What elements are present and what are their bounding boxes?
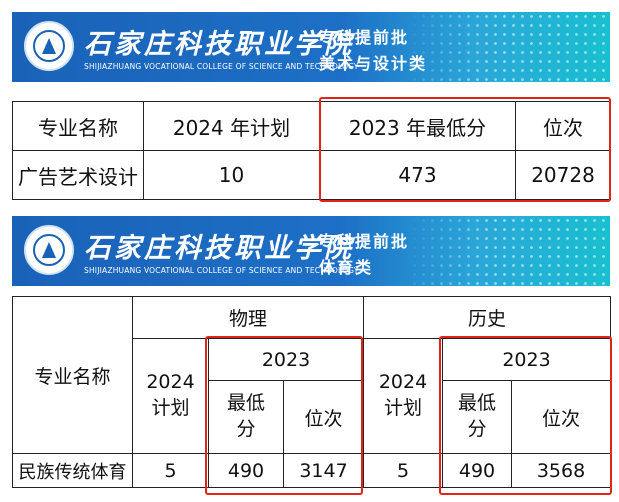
dot-pattern-decoration (410, 216, 610, 286)
header-major-name: 专业名称 (12, 101, 144, 151)
category-label: 美术与设计类 (319, 54, 428, 73)
batch-label: 专科提前批 (319, 28, 410, 47)
school-logo-icon (24, 21, 74, 71)
header-major-name: 专业名称 (12, 296, 133, 454)
header-plan-2024: 2024 年计划 (143, 101, 320, 151)
header-min-score-2023: 2023 年最低分 (319, 101, 516, 151)
cell-plan-2024: 10 (143, 150, 320, 200)
header-history-plan-2024: 2024 计划 (363, 338, 444, 454)
header-physics-min-score: 最低 分 (208, 380, 284, 454)
cell-history-plan-2024: 5 (363, 453, 444, 488)
cell-history-min-score: 490 (442, 453, 513, 488)
cell-rank: 20728 (515, 150, 611, 200)
school-name-cn: 石家庄科技职业学院 (84, 233, 354, 264)
header-history-2023: 2023 (442, 338, 612, 381)
header-history-rank: 位次 (511, 380, 612, 454)
header-physics-2023: 2023 (207, 338, 365, 381)
header-rank: 位次 (515, 101, 611, 151)
dot-pattern-decoration (410, 12, 610, 82)
batch-label: 专科提前批 (319, 232, 410, 251)
cell-major-name: 民族传统体育 (12, 453, 133, 488)
category-label: 体育类 (319, 258, 374, 277)
sports-table: 专业名称 物理 历史 2024 计划 2023 2024 计划 2023 最低 … (12, 296, 612, 488)
table-row: 广告艺术设计 10 473 20728 (12, 150, 611, 200)
school-name-en: SHIJIAZHUANG VOCATIONAL COLLEGE OF SCIEN… (84, 266, 359, 275)
cell-physics-rank: 3147 (282, 453, 365, 488)
header-physics: 物理 (131, 296, 365, 339)
cell-min-score-2023: 473 (319, 150, 516, 200)
banner-sports: 石家庄科技职业学院 SHIJIAZHUANG VOCATIONAL COLLEG… (12, 216, 610, 286)
art-design-table: 专业名称 2024 年计划 2023 年最低分 位次 广告艺术设计 10 473… (12, 101, 611, 200)
cell-physics-plan-2024: 5 (132, 453, 209, 488)
banner-art-design: 石家庄科技职业学院 SHIJIAZHUANG VOCATIONAL COLLEG… (12, 12, 610, 82)
header-history-min-score: 最低 分 (442, 380, 513, 454)
table-header-row: 专业名称 2024 年计划 2023 年最低分 位次 (12, 101, 611, 151)
cell-physics-min-score: 490 (208, 453, 284, 488)
school-logo-icon (24, 225, 74, 275)
header-physics-plan-2024: 2024 计划 (132, 338, 209, 454)
cell-history-rank: 3568 (511, 453, 612, 488)
table-header-row: 专业名称 物理 历史 (12, 296, 612, 454)
school-name-cn: 石家庄科技职业学院 (84, 29, 354, 60)
school-name-en: SHIJIAZHUANG VOCATIONAL COLLEGE OF SCIEN… (84, 62, 359, 71)
cell-major-name: 广告艺术设计 (12, 150, 144, 200)
table-row: 民族传统体育 5 490 3147 5 490 3568 (12, 453, 612, 488)
header-physics-rank: 位次 (282, 380, 365, 454)
header-history: 历史 (363, 296, 612, 339)
table-header-row: 2024 计划 2023 2024 计划 2023 (13, 338, 612, 454)
